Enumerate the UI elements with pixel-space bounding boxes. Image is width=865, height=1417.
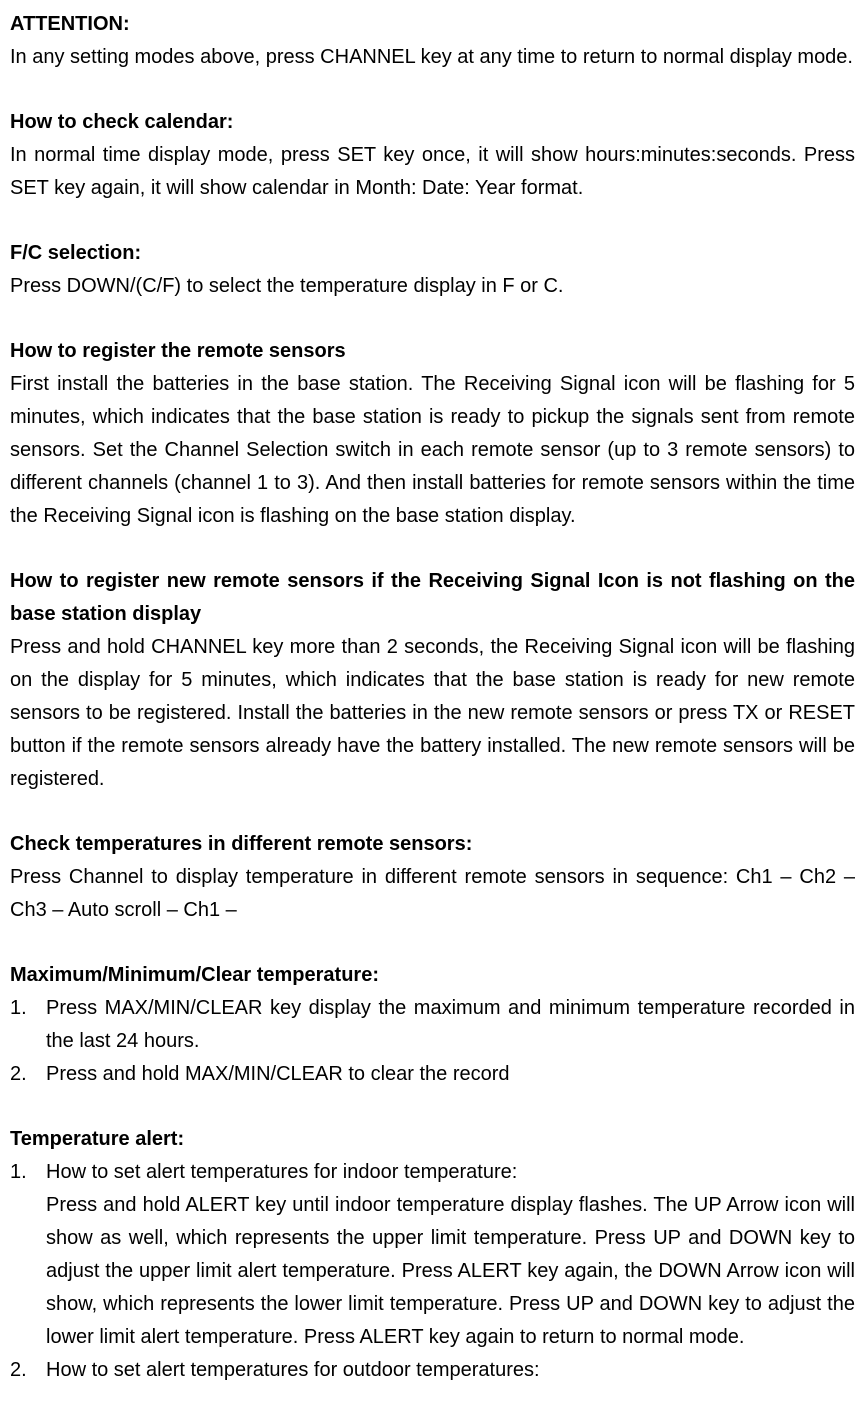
para-check-calendar: In normal time display mode, press SET k…: [10, 139, 855, 205]
para-register-remote: First install the batteries in the base …: [10, 368, 855, 533]
list-body: How to set alert temperatures for indoor…: [46, 1156, 855, 1354]
heading-register-remote: How to register the remote sensors: [10, 335, 855, 368]
heading-check-temps: Check temperatures in different remote s…: [10, 828, 855, 861]
para-check-temps: Press Channel to display temperature in …: [10, 861, 855, 927]
heading-max-min: Maximum/Minimum/Clear temperature:: [10, 959, 855, 992]
list-lead: How to set alert temperatures for indoor…: [46, 1156, 855, 1189]
list-lead: How to set alert temperatures for outdoo…: [46, 1354, 855, 1387]
para-register-new: Press and hold CHANNEL key more than 2 s…: [10, 631, 855, 796]
para-attention: In any setting modes above, press CHANNE…: [10, 41, 855, 74]
list-text: Press and hold ALERT key until indoor te…: [46, 1189, 855, 1354]
heading-attention: ATTENTION:: [10, 8, 855, 41]
list-item: 2. Press and hold MAX/MIN/CLEAR to clear…: [10, 1058, 855, 1091]
heading-register-new: How to register new remote sensors if th…: [10, 565, 855, 631]
list-number: 2.: [10, 1354, 46, 1387]
list-text: Press and hold MAX/MIN/CLEAR to clear th…: [46, 1058, 855, 1091]
list-number: 1.: [10, 992, 46, 1058]
heading-fc-selection: F/C selection:: [10, 237, 855, 270]
list-item: 1. How to set alert temperatures for ind…: [10, 1156, 855, 1354]
list-item: 1. Press MAX/MIN/CLEAR key display the m…: [10, 992, 855, 1058]
list-text: Press MAX/MIN/CLEAR key display the maxi…: [46, 992, 855, 1058]
list-number: 1.: [10, 1156, 46, 1354]
heading-temp-alert: Temperature alert:: [10, 1123, 855, 1156]
list-number: 2.: [10, 1058, 46, 1091]
list-item: 2. How to set alert temperatures for out…: [10, 1354, 855, 1387]
heading-check-calendar: How to check calendar:: [10, 106, 855, 139]
para-fc-selection: Press DOWN/(C/F) to select the temperatu…: [10, 270, 855, 303]
